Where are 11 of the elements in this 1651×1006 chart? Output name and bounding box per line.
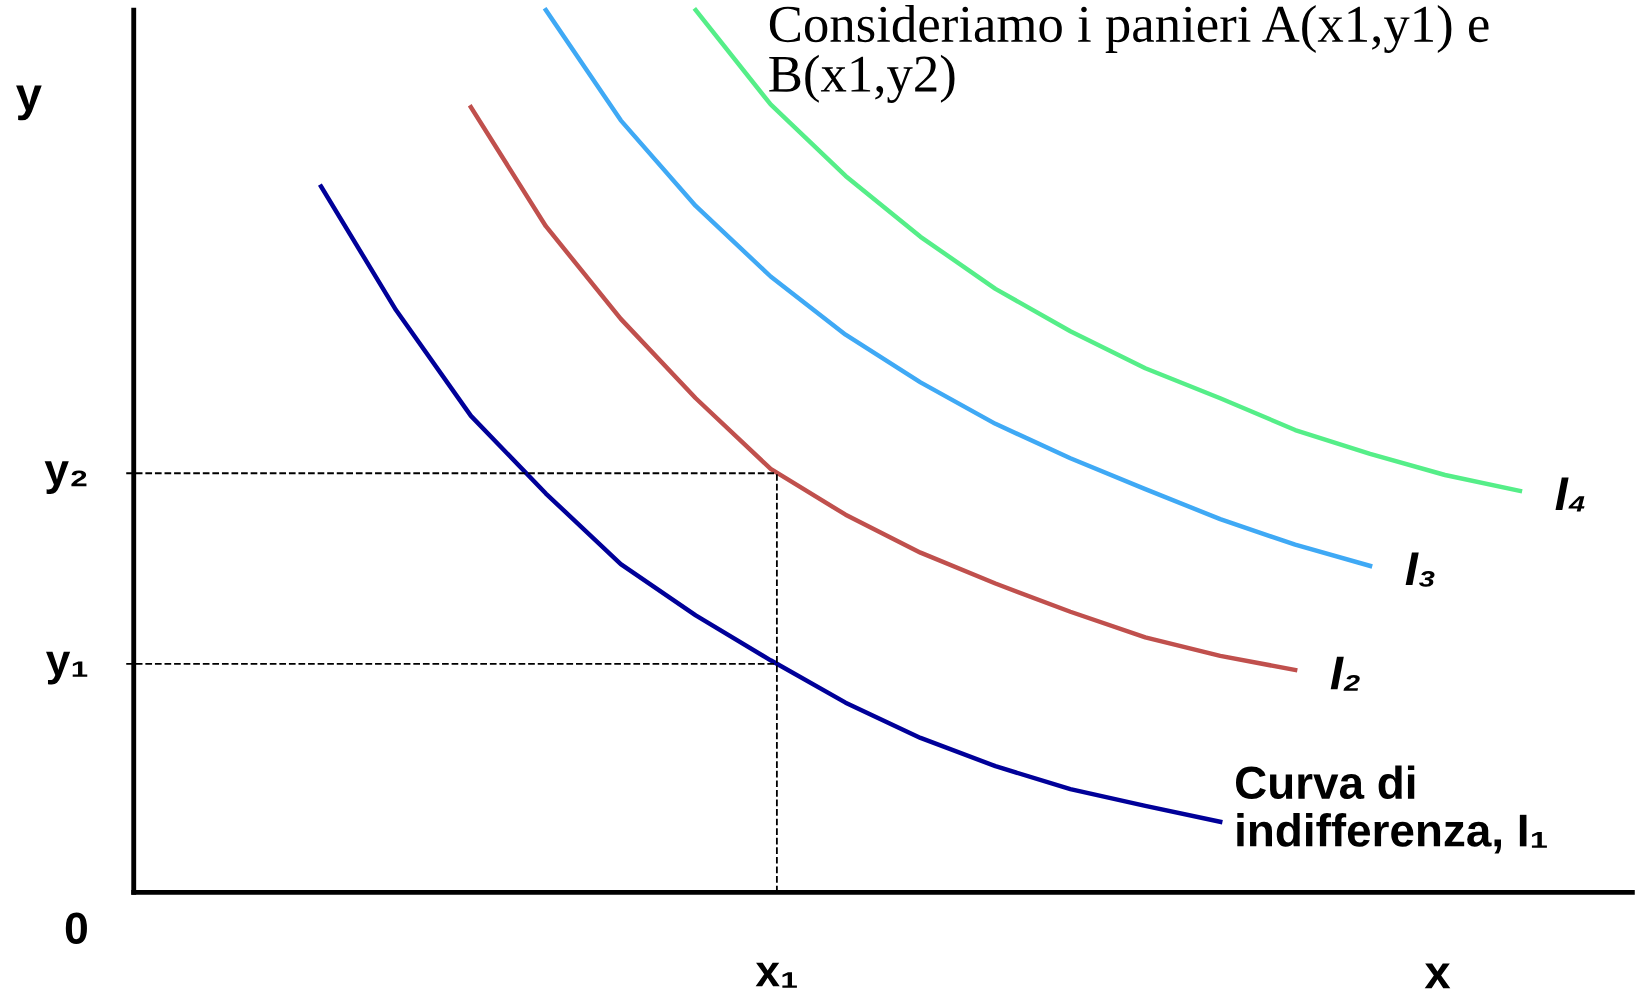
series-label: Curva di indifferenza, I₁: [1236, 765, 1547, 854]
x-axis-title: x: [1424, 963, 1451, 989]
text: 0: [65, 912, 87, 944]
ref-line-label: y₂: [44, 461, 87, 494]
text: x₁: [755, 962, 797, 988]
y-axis-title: y: [16, 85, 42, 121]
series-label: I₄: [1555, 477, 1585, 512]
series-label: I₂: [1330, 656, 1360, 691]
chart-title: Consideriamo i panieri A(x1,y1) e B(x1,y2): [769, 5, 1489, 103]
ref-line-label: y₁: [46, 651, 88, 685]
series-label: I₃: [1405, 552, 1435, 587]
